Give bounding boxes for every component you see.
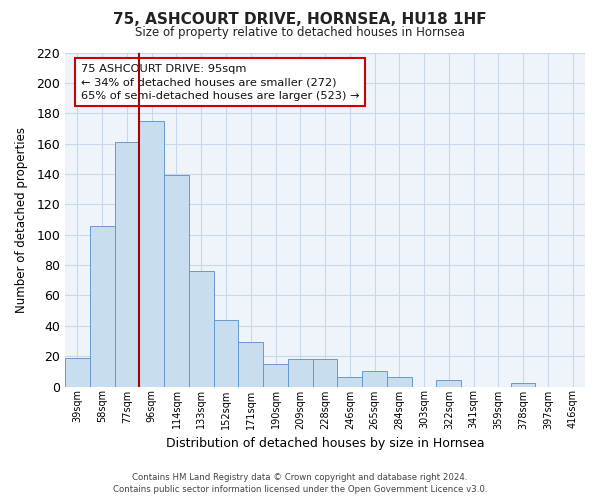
Bar: [115, 142, 139, 386]
Text: Size of property relative to detached houses in Hornsea: Size of property relative to detached ho…: [135, 26, 465, 39]
Bar: [238, 342, 263, 386]
Bar: [214, 320, 238, 386]
Bar: [362, 372, 387, 386]
Bar: [90, 226, 115, 386]
Bar: [189, 271, 214, 386]
Bar: [387, 378, 412, 386]
Text: 75 ASHCOURT DRIVE: 95sqm
← 34% of detached houses are smaller (272)
65% of semi-: 75 ASHCOURT DRIVE: 95sqm ← 34% of detach…: [80, 64, 359, 100]
Bar: [263, 364, 288, 386]
Bar: [139, 121, 164, 386]
Bar: [511, 384, 535, 386]
Bar: [337, 378, 362, 386]
Text: Contains HM Land Registry data © Crown copyright and database right 2024.
Contai: Contains HM Land Registry data © Crown c…: [113, 472, 487, 494]
Text: 75, ASHCOURT DRIVE, HORNSEA, HU18 1HF: 75, ASHCOURT DRIVE, HORNSEA, HU18 1HF: [113, 12, 487, 28]
Bar: [313, 359, 337, 386]
Bar: [164, 176, 189, 386]
X-axis label: Distribution of detached houses by size in Hornsea: Distribution of detached houses by size …: [166, 437, 484, 450]
Bar: [436, 380, 461, 386]
Y-axis label: Number of detached properties: Number of detached properties: [15, 126, 28, 312]
Bar: [65, 358, 90, 386]
Bar: [288, 359, 313, 386]
